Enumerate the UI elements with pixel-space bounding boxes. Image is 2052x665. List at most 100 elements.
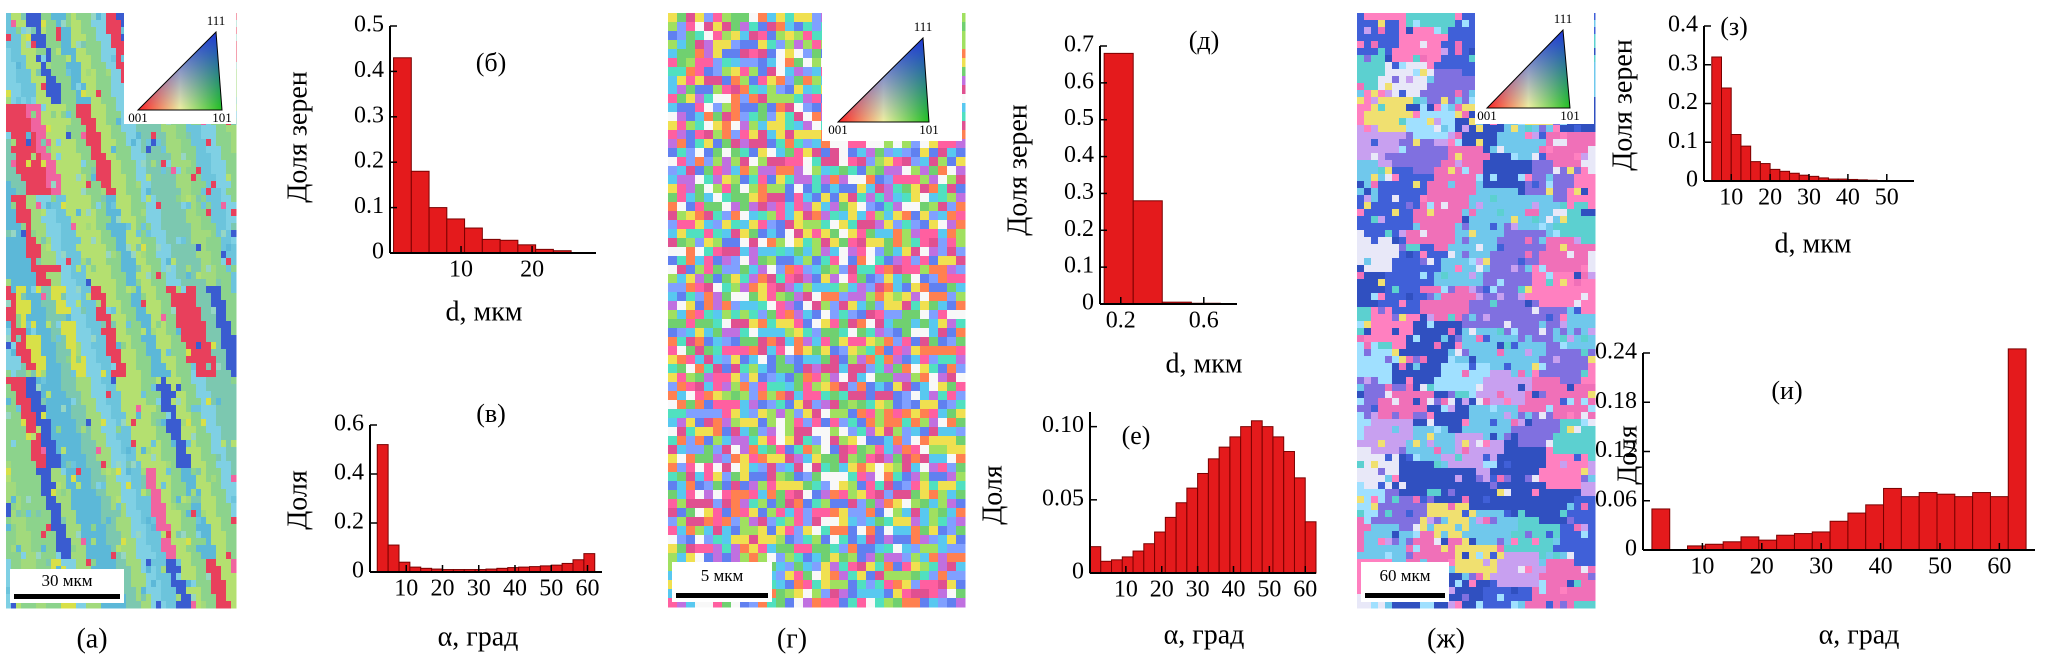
grain xyxy=(211,461,217,469)
grain xyxy=(46,412,52,420)
grain xyxy=(66,300,72,308)
grain xyxy=(121,181,127,189)
grain xyxy=(740,13,750,23)
grain xyxy=(91,461,97,469)
grain xyxy=(11,20,17,28)
grain xyxy=(211,167,217,175)
grain xyxy=(211,454,217,462)
grain xyxy=(91,468,97,476)
grain xyxy=(91,475,97,483)
grain xyxy=(26,335,32,343)
grain xyxy=(21,363,27,371)
grain xyxy=(131,272,137,280)
grain xyxy=(713,274,723,284)
grain xyxy=(216,251,222,259)
grain xyxy=(56,517,62,525)
grain xyxy=(51,510,57,518)
grain xyxy=(16,258,22,266)
grain xyxy=(126,321,132,329)
grain xyxy=(226,167,232,175)
grain xyxy=(101,216,107,224)
grain xyxy=(96,76,102,84)
grain xyxy=(26,559,32,567)
grain xyxy=(121,76,127,84)
grain xyxy=(211,265,217,273)
grain xyxy=(71,195,77,203)
grain xyxy=(16,601,22,609)
grain xyxy=(141,475,147,483)
grain xyxy=(66,118,72,126)
grain xyxy=(116,335,122,343)
grain xyxy=(722,157,732,167)
grain xyxy=(36,76,42,84)
grain xyxy=(116,552,122,560)
grain xyxy=(686,283,696,293)
grain xyxy=(704,31,714,41)
grain xyxy=(116,20,122,28)
grain xyxy=(196,223,202,231)
grain xyxy=(106,244,112,252)
grain xyxy=(713,184,723,194)
grain xyxy=(51,433,57,441)
grain xyxy=(848,148,858,158)
grain xyxy=(131,419,137,427)
grain xyxy=(31,552,37,560)
grain xyxy=(126,566,132,574)
grain xyxy=(101,314,107,322)
grain xyxy=(81,356,87,364)
grain xyxy=(16,167,22,175)
grain xyxy=(101,55,107,63)
grain xyxy=(166,356,172,364)
grain xyxy=(141,251,147,259)
grain xyxy=(51,307,57,315)
grain xyxy=(191,545,197,553)
grain xyxy=(86,139,92,147)
grain xyxy=(704,193,714,203)
grain xyxy=(21,76,27,84)
grain xyxy=(740,112,750,122)
grain xyxy=(126,188,132,196)
grain xyxy=(171,258,177,266)
grain xyxy=(141,538,147,546)
grain xyxy=(221,237,227,245)
grain xyxy=(101,62,107,70)
grain xyxy=(101,174,107,182)
grain xyxy=(767,112,777,122)
grain xyxy=(785,256,795,266)
grain xyxy=(41,489,47,497)
grain xyxy=(121,237,127,245)
grain xyxy=(126,363,132,371)
grain xyxy=(176,349,182,357)
grain xyxy=(51,447,57,455)
grain xyxy=(785,157,795,167)
grain xyxy=(31,328,37,336)
grain xyxy=(161,174,167,182)
grain xyxy=(56,216,62,224)
grain xyxy=(857,274,867,284)
grain xyxy=(196,209,202,217)
grain xyxy=(46,111,52,119)
grain xyxy=(116,307,122,315)
grain xyxy=(71,146,77,154)
grain xyxy=(181,258,187,266)
grain xyxy=(66,13,72,21)
grain xyxy=(947,229,957,239)
grain xyxy=(96,97,102,105)
grain xyxy=(956,265,966,275)
grain xyxy=(11,412,17,420)
grain xyxy=(151,265,157,273)
grain xyxy=(91,286,97,294)
grain xyxy=(16,349,22,357)
grain xyxy=(106,461,112,469)
grain xyxy=(686,238,696,248)
grain xyxy=(31,517,37,525)
grain xyxy=(121,300,127,308)
grain xyxy=(26,475,32,483)
grain xyxy=(91,139,97,147)
grain xyxy=(56,258,62,266)
grain xyxy=(111,531,117,539)
grain xyxy=(186,398,192,406)
grain xyxy=(131,531,137,539)
grain xyxy=(91,384,97,392)
grain xyxy=(36,69,42,77)
